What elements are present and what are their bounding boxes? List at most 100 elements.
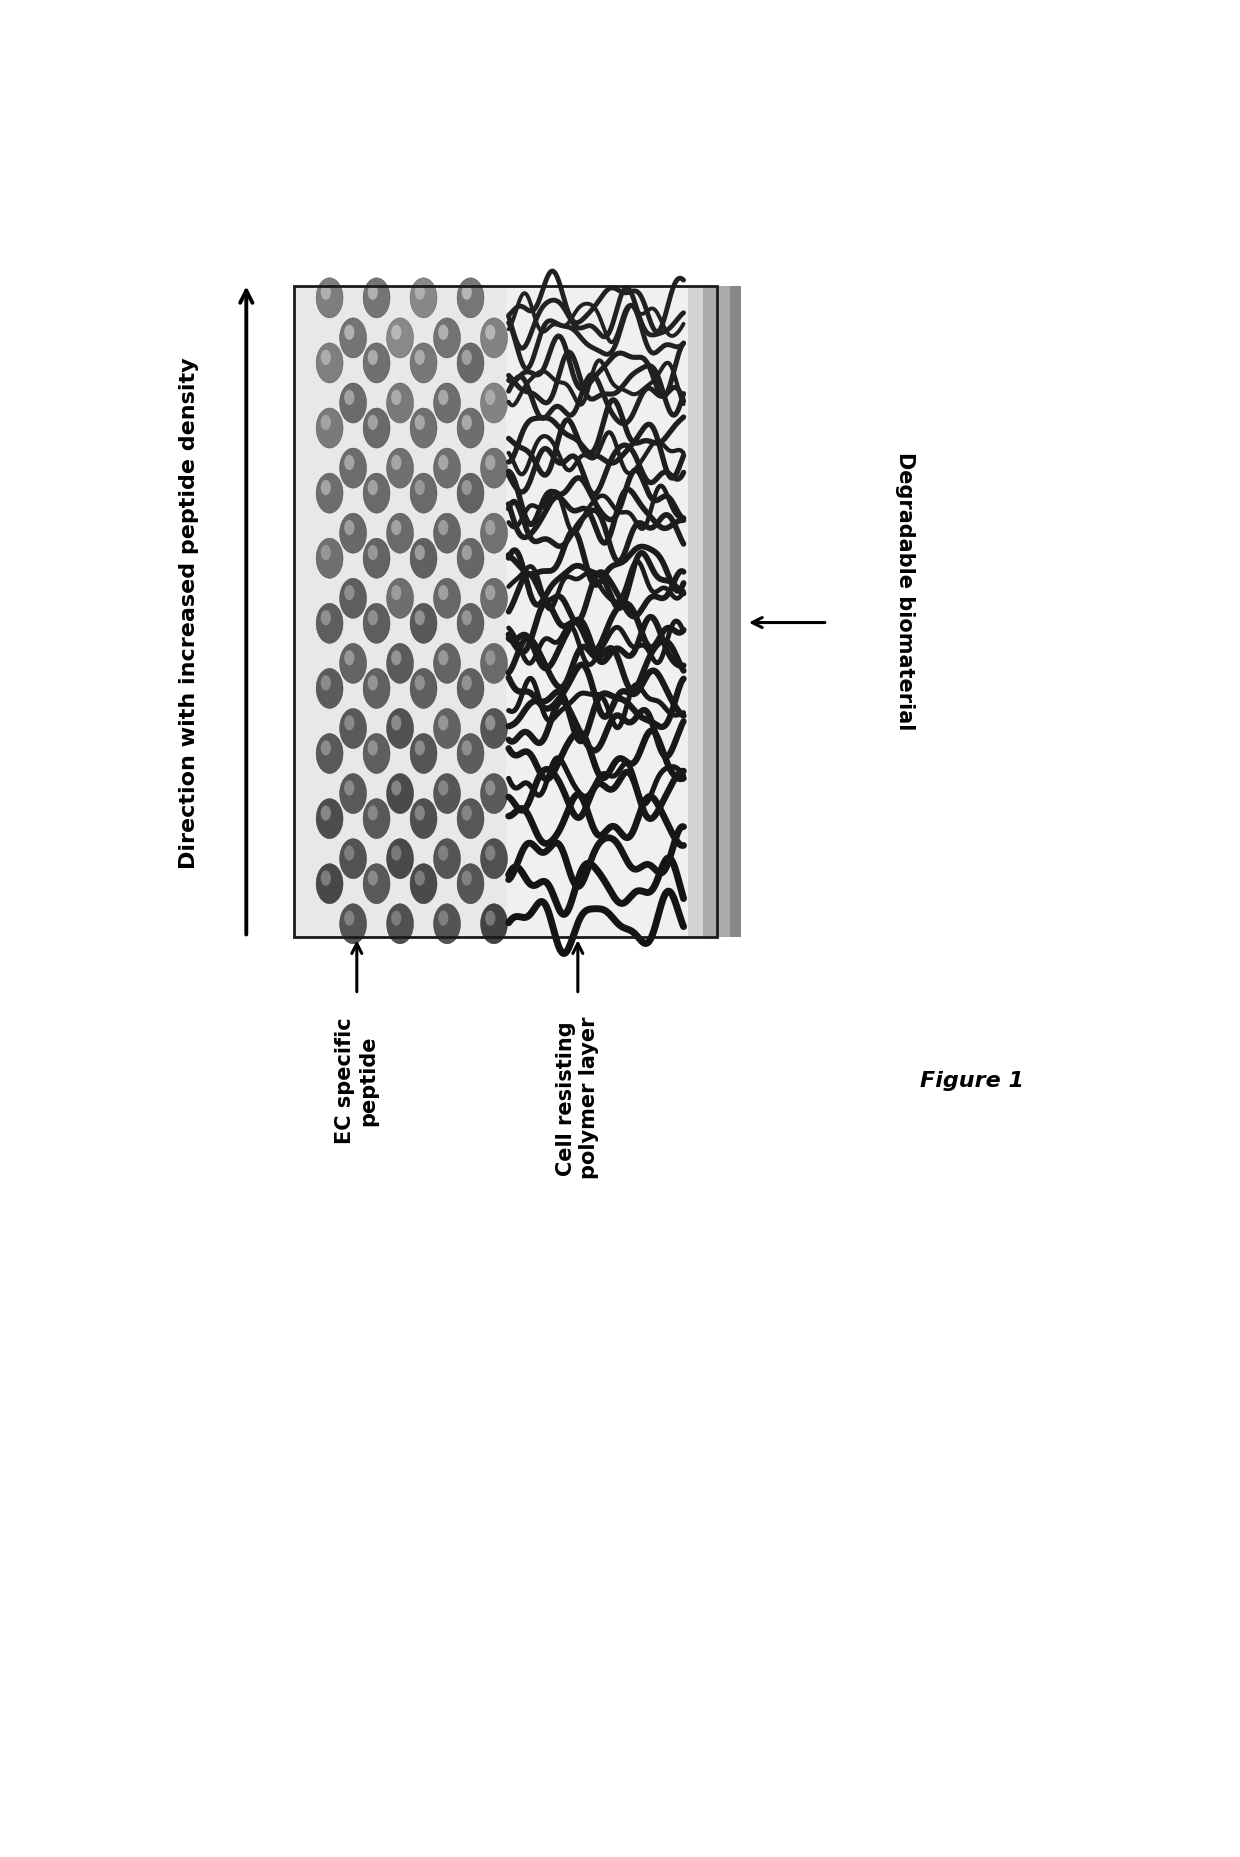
Circle shape [345, 520, 355, 537]
Circle shape [368, 286, 378, 301]
Circle shape [391, 520, 402, 537]
Circle shape [316, 734, 343, 774]
Circle shape [316, 344, 343, 384]
Circle shape [321, 611, 331, 626]
Circle shape [316, 409, 343, 449]
Circle shape [434, 644, 460, 683]
Circle shape [368, 546, 378, 561]
Circle shape [461, 741, 472, 756]
Circle shape [368, 871, 378, 886]
Circle shape [321, 676, 331, 691]
Circle shape [391, 585, 402, 602]
Circle shape [363, 474, 391, 514]
Circle shape [368, 611, 378, 626]
Circle shape [387, 319, 413, 358]
Bar [688, 288, 703, 938]
Circle shape [485, 585, 495, 602]
Circle shape [340, 384, 367, 423]
Circle shape [340, 709, 367, 748]
Circle shape [410, 409, 436, 449]
Bar [294, 288, 717, 938]
Circle shape [340, 644, 367, 683]
Circle shape [340, 514, 367, 553]
Circle shape [461, 611, 472, 626]
Circle shape [345, 717, 355, 732]
Circle shape [345, 782, 355, 797]
Circle shape [481, 904, 507, 945]
Circle shape [414, 351, 425, 366]
Circle shape [458, 734, 484, 774]
Circle shape [391, 325, 402, 340]
Circle shape [410, 474, 436, 514]
Circle shape [414, 546, 425, 561]
Circle shape [481, 709, 507, 748]
Circle shape [363, 344, 391, 384]
Circle shape [434, 774, 460, 813]
Circle shape [391, 782, 402, 797]
Circle shape [387, 449, 413, 488]
Circle shape [434, 449, 460, 488]
Circle shape [461, 806, 472, 821]
Circle shape [438, 455, 449, 472]
Circle shape [414, 871, 425, 886]
Circle shape [410, 604, 436, 644]
Circle shape [391, 650, 402, 667]
Circle shape [481, 774, 507, 813]
Circle shape [321, 416, 331, 431]
Circle shape [434, 319, 460, 358]
Circle shape [391, 717, 402, 732]
Circle shape [485, 390, 495, 407]
Bar [729, 288, 742, 938]
Circle shape [316, 539, 343, 579]
Circle shape [387, 774, 413, 813]
Circle shape [387, 709, 413, 748]
Bar [294, 288, 717, 938]
Circle shape [368, 416, 378, 431]
Circle shape [438, 520, 449, 537]
Circle shape [363, 279, 391, 319]
Circle shape [458, 279, 484, 319]
Circle shape [434, 514, 460, 553]
Circle shape [391, 455, 402, 472]
Circle shape [316, 799, 343, 839]
Circle shape [316, 604, 343, 644]
Circle shape [485, 650, 495, 667]
Circle shape [414, 806, 425, 821]
Circle shape [391, 390, 402, 407]
Circle shape [438, 650, 449, 667]
Bar [688, 288, 742, 938]
Circle shape [363, 799, 391, 839]
Circle shape [321, 286, 331, 301]
Circle shape [368, 676, 378, 691]
Circle shape [368, 481, 378, 496]
Circle shape [363, 864, 391, 904]
Circle shape [434, 904, 460, 945]
Text: Direction with increased peptide density: Direction with increased peptide density [179, 357, 198, 869]
Circle shape [321, 806, 331, 821]
Circle shape [345, 455, 355, 472]
Circle shape [438, 585, 449, 602]
Bar [506, 288, 688, 938]
Circle shape [387, 384, 413, 423]
Circle shape [363, 604, 391, 644]
Circle shape [414, 416, 425, 431]
Circle shape [458, 409, 484, 449]
Circle shape [368, 351, 378, 366]
Circle shape [434, 579, 460, 618]
Circle shape [481, 514, 507, 553]
Circle shape [458, 669, 484, 709]
Circle shape [438, 390, 449, 407]
Circle shape [438, 782, 449, 797]
Circle shape [391, 912, 402, 927]
Circle shape [368, 741, 378, 756]
Circle shape [345, 650, 355, 667]
Circle shape [363, 669, 391, 709]
Circle shape [340, 774, 367, 813]
Circle shape [485, 717, 495, 732]
Circle shape [458, 539, 484, 579]
Circle shape [458, 474, 484, 514]
Circle shape [461, 286, 472, 301]
Circle shape [316, 474, 343, 514]
Circle shape [363, 539, 391, 579]
Text: EC specific
peptide: EC specific peptide [335, 1016, 378, 1144]
